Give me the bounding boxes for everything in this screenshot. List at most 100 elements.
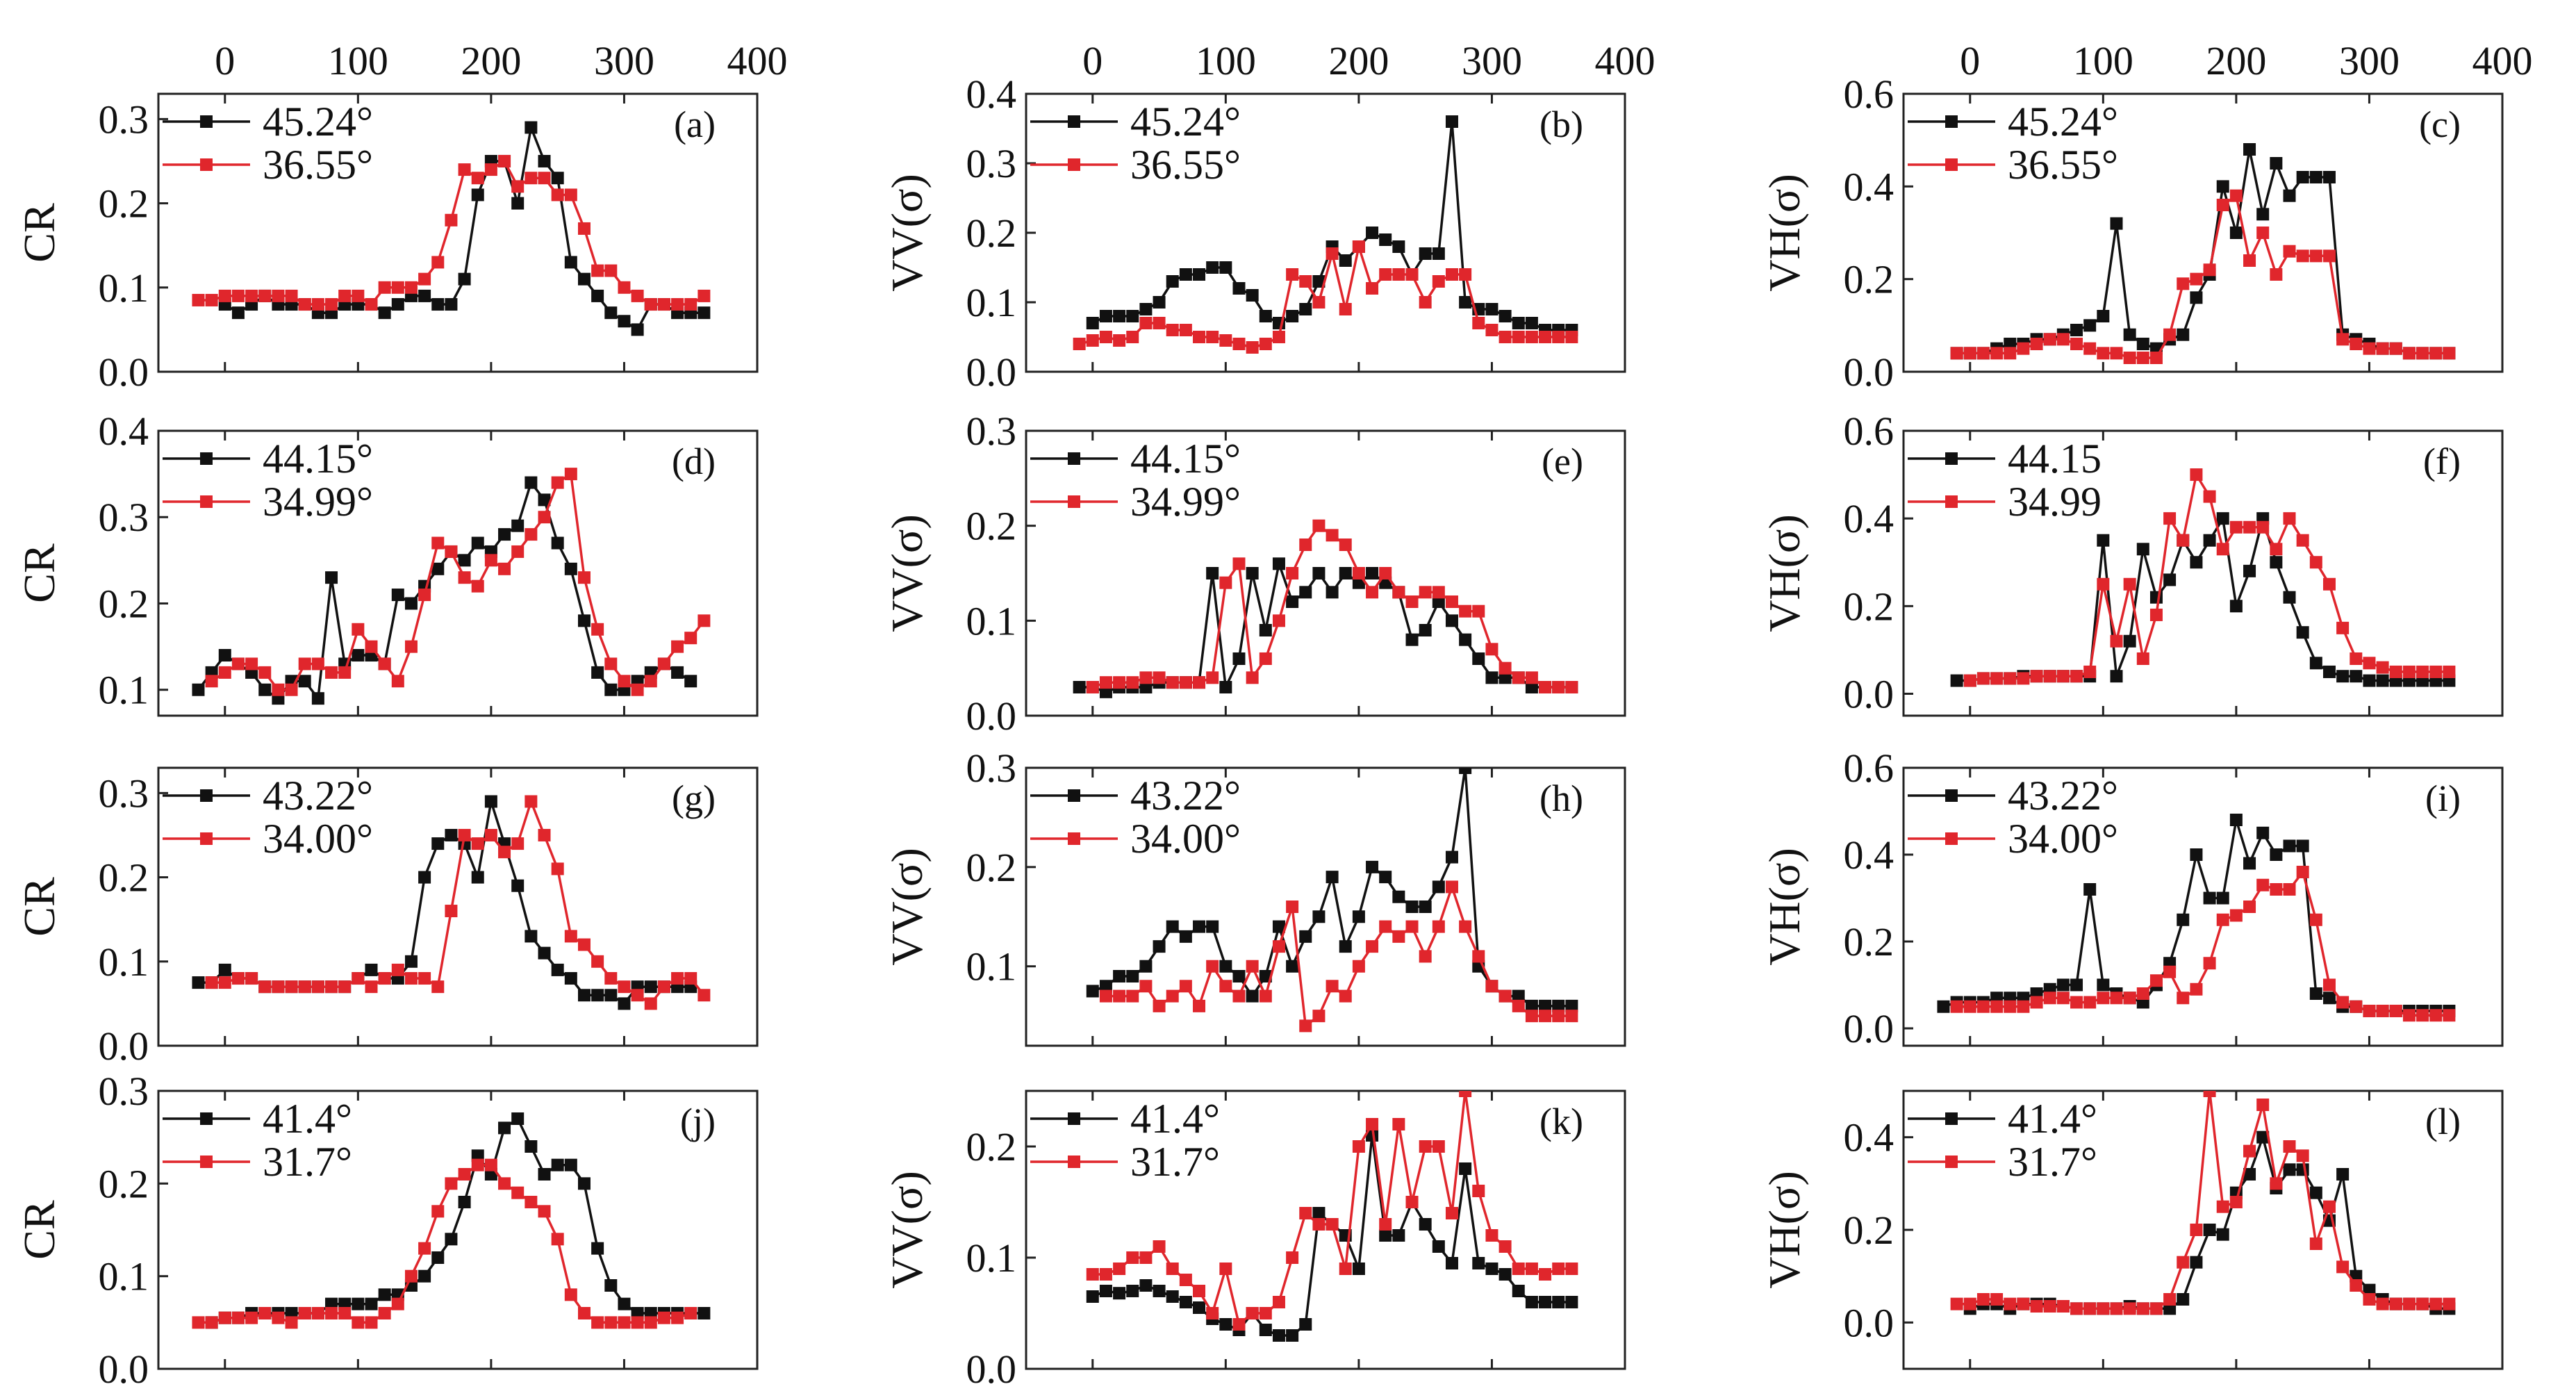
y-tick-label: 0.0 bbox=[99, 1023, 149, 1069]
y-tick-label: 0.0 bbox=[966, 1347, 1017, 1392]
data-point bbox=[1099, 685, 1112, 698]
y-axis-label: VV(σ) bbox=[882, 1171, 932, 1289]
data-point bbox=[1339, 940, 1352, 953]
data-point bbox=[511, 837, 525, 850]
legend-marker bbox=[1945, 1112, 1958, 1125]
data-point bbox=[1259, 338, 1272, 350]
y-tick-label: 0.6 bbox=[1844, 409, 1894, 454]
data-point bbox=[1326, 247, 1339, 260]
data-point bbox=[2110, 670, 2123, 683]
data-point bbox=[2296, 249, 2309, 263]
data-point bbox=[1126, 310, 1139, 322]
data-point bbox=[2083, 665, 2097, 678]
data-point bbox=[1099, 1285, 1112, 1297]
data-point bbox=[1512, 1263, 1525, 1275]
data-point bbox=[1950, 1297, 1963, 1310]
data-point bbox=[1299, 930, 1312, 943]
data-point bbox=[2429, 665, 2443, 678]
data-point bbox=[1379, 1229, 1392, 1242]
data-point bbox=[2097, 347, 2110, 360]
data-point bbox=[1525, 331, 1538, 343]
data-point bbox=[1405, 633, 1419, 646]
data-point bbox=[498, 154, 511, 167]
data-point bbox=[2376, 661, 2389, 674]
data-point bbox=[1219, 261, 1232, 274]
plot-area bbox=[192, 468, 711, 705]
data-point bbox=[1219, 1263, 1232, 1275]
y-tick-label: 0.2 bbox=[1844, 919, 1894, 964]
data-point bbox=[1445, 115, 1458, 128]
data-point bbox=[404, 1269, 418, 1283]
y-tick-label: 0.2 bbox=[966, 211, 1017, 256]
data-point bbox=[2177, 534, 2190, 547]
data-point bbox=[1472, 950, 1485, 963]
data-point bbox=[458, 571, 471, 584]
plot-frame bbox=[1025, 92, 1626, 373]
data-point bbox=[2004, 672, 2017, 685]
data-point bbox=[644, 1316, 657, 1329]
y-axis-label: VH(σ) bbox=[1760, 174, 1809, 292]
data-point bbox=[2110, 992, 2123, 1005]
data-point bbox=[2203, 1091, 2216, 1097]
data-point bbox=[2203, 1224, 2216, 1236]
data-point bbox=[2416, 1297, 2429, 1310]
data-point bbox=[2229, 189, 2243, 202]
panel-j: 0.0 0.1 0.2 0.3 CR 41.4°31.7° (j) bbox=[15, 1069, 759, 1392]
data-point bbox=[1352, 567, 1365, 579]
data-point bbox=[2229, 520, 2243, 534]
data-point bbox=[2149, 1302, 2163, 1315]
data-point bbox=[604, 657, 618, 671]
plot-frame bbox=[157, 92, 759, 373]
data-point bbox=[1565, 681, 1578, 693]
data-point bbox=[618, 675, 631, 688]
data-point bbox=[445, 1233, 458, 1246]
legend-label: 36.55° bbox=[2008, 142, 2118, 188]
data-point bbox=[2309, 1237, 2322, 1250]
data-point bbox=[1206, 920, 1219, 933]
legend-label: 34.99 bbox=[2008, 479, 2102, 525]
data-point bbox=[2243, 901, 2256, 913]
data-point bbox=[1525, 1296, 1538, 1308]
data-point bbox=[1193, 676, 1206, 689]
data-point bbox=[2190, 291, 2203, 304]
data-point bbox=[471, 1158, 484, 1171]
data-point bbox=[525, 1140, 538, 1153]
x-tick-label: 300 bbox=[594, 38, 654, 83]
data-point bbox=[2097, 978, 2110, 992]
data-point bbox=[577, 222, 591, 235]
data-point bbox=[1259, 970, 1272, 982]
data-point bbox=[2243, 1144, 2256, 1158]
legend-marker bbox=[1945, 158, 1958, 171]
data-point bbox=[2296, 1149, 2309, 1162]
x-tick-label: 100 bbox=[328, 38, 388, 83]
data-point bbox=[2056, 333, 2070, 346]
data-point bbox=[1286, 567, 1299, 579]
data-point bbox=[604, 989, 618, 1002]
data-point bbox=[391, 675, 404, 688]
data-point bbox=[1525, 1263, 1538, 1275]
legend-marker bbox=[1945, 832, 1958, 845]
data-point bbox=[1153, 940, 1166, 953]
panel-i: 0.0 0.2 0.4 0.6 VH(σ) 43.22°34.00° (i) bbox=[1760, 746, 2504, 1051]
data-point bbox=[1432, 586, 1445, 599]
plot-frame bbox=[157, 1089, 759, 1370]
data-point bbox=[2363, 342, 2376, 355]
x-tick-label: 200 bbox=[2206, 38, 2266, 83]
data-point bbox=[564, 972, 577, 985]
data-point bbox=[2097, 310, 2110, 322]
data-point bbox=[1193, 920, 1206, 933]
data-point bbox=[1139, 681, 1153, 693]
data-point bbox=[298, 657, 311, 671]
data-point bbox=[458, 163, 471, 176]
data-point bbox=[1512, 331, 1525, 343]
data-point bbox=[1099, 310, 1112, 322]
data-point bbox=[1498, 989, 1512, 1003]
data-point bbox=[1539, 331, 1552, 343]
legend-label: 45.24° bbox=[263, 99, 373, 145]
data-point bbox=[2136, 987, 2149, 1000]
data-point bbox=[1259, 310, 1272, 322]
y-tick-label: 0.0 bbox=[966, 693, 1017, 739]
data-point bbox=[604, 264, 618, 277]
data-point bbox=[418, 1269, 431, 1283]
data-point bbox=[2350, 652, 2363, 665]
